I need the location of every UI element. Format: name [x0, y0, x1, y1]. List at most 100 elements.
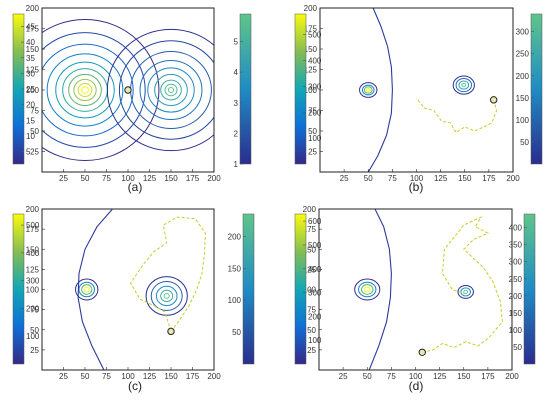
x-tick-label: 100	[121, 372, 135, 381]
x-tick-label: 50	[81, 372, 90, 381]
x-tick-label: 25	[59, 372, 68, 381]
contour-level	[361, 84, 375, 96]
colorbar-tick-label: 100	[308, 134, 322, 143]
y-tick-label: 200	[26, 205, 40, 214]
contour-level	[81, 86, 89, 94]
colorbar-tick-label: 15	[26, 116, 35, 125]
y-tick-label: 150	[26, 45, 40, 54]
y-tick-label: 125	[304, 66, 318, 75]
x-tick-label: 100	[121, 174, 135, 183]
trajectory-path	[422, 215, 503, 353]
y-tick-label: 125	[26, 265, 40, 274]
plot-content	[75, 209, 206, 370]
contour-level	[358, 281, 377, 298]
y-tick-label: 75	[307, 306, 316, 315]
y-tick-label: 25	[307, 346, 316, 355]
y-tick-label: 25	[308, 148, 317, 157]
contour-level	[458, 80, 470, 90]
colorbar-tick-label: 300	[26, 277, 40, 286]
panel-caption: (b)	[409, 180, 424, 194]
colorbar-tick-label: 500	[308, 241, 322, 250]
x-tick-label: 200	[207, 174, 221, 183]
colorbar-tick-label: 100	[308, 336, 322, 345]
position-marker	[124, 86, 132, 94]
y-tick-label: 100	[303, 286, 317, 295]
colorbar-tick-label: 5	[234, 38, 239, 47]
colorbar-gradient	[523, 213, 536, 365]
x-tick-label: 100	[409, 372, 423, 381]
colorbar-tick-label: 300	[308, 289, 322, 298]
x-tick-label: 75	[102, 372, 111, 381]
contour-level	[42, 19, 160, 161]
colorbar-tick-label: 30	[26, 69, 35, 78]
y-tick-label: 150	[303, 245, 317, 254]
x-tick-label: 25	[340, 174, 349, 183]
y-tick-label: 50	[30, 127, 39, 136]
y-tick-label: 25	[30, 148, 39, 157]
contour-level	[46, 53, 124, 127]
colorbar-tick-label: 25	[26, 85, 35, 94]
panel-a: 25 50 75 100 125 150 175 2002550751001251501752…	[12, 4, 252, 194]
contour-level	[81, 284, 93, 295]
colorbar-tick-label: 2	[234, 129, 239, 138]
y-tick-label: 75	[30, 107, 39, 116]
colorbar-tick-label: 350	[509, 241, 523, 250]
contour-level	[75, 278, 99, 301]
contour-level	[139, 59, 203, 121]
colorbar-tick-label: 150	[516, 94, 530, 103]
panel-d: 25 50 75 100 125 150 175 200 25 50 75 100 125 150 175 2…	[294, 205, 536, 393]
boundary-curve	[77, 209, 113, 370]
contour-level	[457, 284, 474, 299]
colorbar-tick-label: 100	[228, 296, 242, 305]
colorbar-tick-label: 100	[516, 116, 530, 125]
colorbar-tick-label: 200	[26, 304, 40, 313]
x-tick-label: 50	[363, 372, 372, 381]
y-tick-label: 125	[303, 265, 317, 274]
colorbar-tick-label: 300	[308, 82, 322, 91]
x-tick-label: 200	[506, 174, 520, 183]
y-tick-label: 50	[307, 326, 316, 335]
x-tick-label: 125	[143, 372, 157, 381]
plot-area: 25 50 75 100 125 150 175 200 25 50 75 100 125 150 175 2…	[26, 4, 222, 183]
y-tick-label: 175	[26, 25, 40, 34]
panel-caption: (c)	[128, 379, 142, 393]
colorbar-tick-label: 400	[509, 224, 523, 233]
colorbar-tick-label: 400	[308, 57, 322, 66]
colorbar-left: 100 200 300 400 500	[12, 213, 40, 365]
plot-content	[354, 209, 503, 370]
colorbar-tick-label: 150	[228, 264, 242, 273]
colorbar-tick-label: 150	[509, 309, 523, 318]
colorbar-right: 50 100 150 200 250 300 350 400	[509, 213, 536, 365]
y-tick-label: 125	[26, 66, 40, 75]
colorbar-tick-label: 300	[516, 28, 530, 37]
trajectory-path	[416, 97, 498, 134]
contour-level	[155, 285, 178, 307]
x-tick-label: 25	[59, 174, 68, 183]
contour-level	[460, 287, 472, 297]
colorbar-tick-label: 250	[516, 50, 530, 59]
contour-level	[42, 32, 146, 148]
colorbar-tick-label: 50	[520, 138, 529, 147]
colorbar-left: 100 200 300 400 500 600	[294, 213, 322, 365]
y-tick-label: 175	[26, 225, 40, 234]
x-tick-label: 75	[388, 174, 397, 183]
trajectory-path	[130, 216, 206, 332]
y-tick-label: 75	[308, 107, 317, 116]
x-tick-label: 100	[410, 174, 424, 183]
panel-c: 25 50 75 100 125 150 175 200 25 50 75 100 125 150 175 2…	[12, 205, 255, 393]
y-tick-label: 75	[30, 306, 39, 315]
colorbar-tick-label: 45	[26, 23, 35, 32]
contour-level	[354, 278, 381, 301]
colorbar-tick-label: 600	[308, 217, 322, 226]
contour-level	[55, 61, 115, 119]
colorbar-gradient	[530, 13, 543, 165]
colorbar-tick-label: 100	[509, 326, 523, 335]
y-tick-label: 100	[304, 86, 318, 95]
colorbar-tick-label: 400	[26, 249, 40, 258]
contour-level	[455, 78, 473, 93]
colorbar-tick-label: 1	[234, 160, 239, 169]
contour-level	[163, 293, 170, 299]
colorbar-tick-label: 250	[509, 275, 523, 284]
plot-content	[42, 19, 214, 161]
